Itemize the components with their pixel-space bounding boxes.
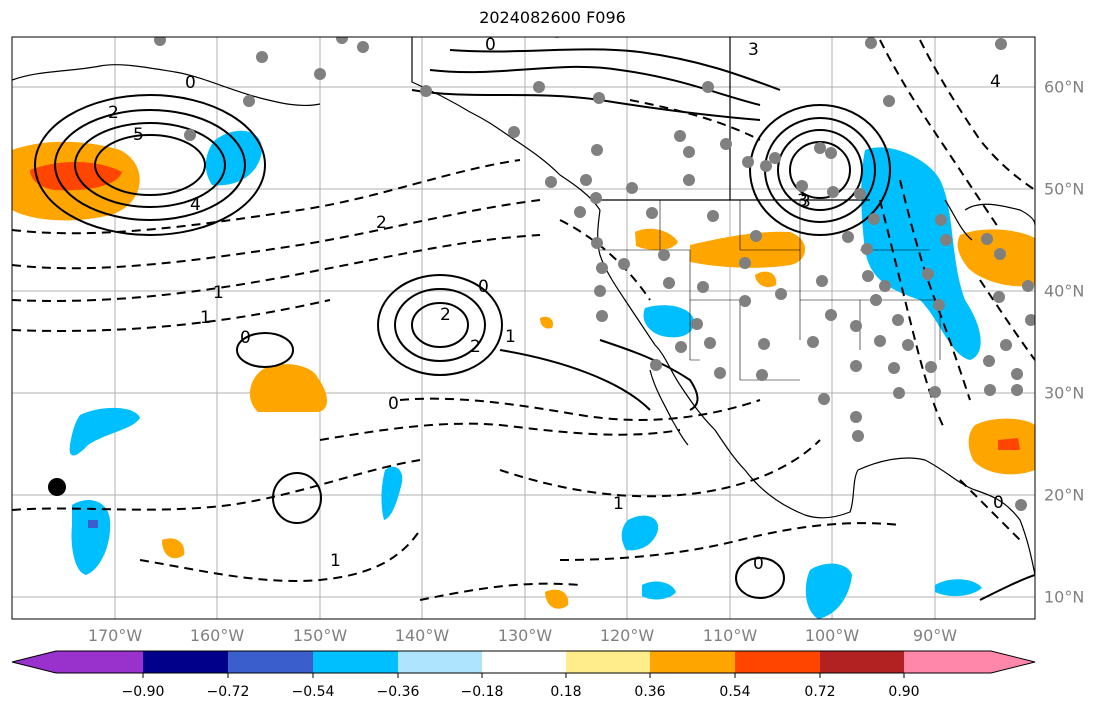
map-frame: [11, 36, 1036, 620]
contour-label: 0: [753, 554, 764, 574]
contour-label: 0: [993, 493, 1004, 513]
y-tick-label: 60°N: [1044, 77, 1085, 97]
y-tick-label: 20°N: [1044, 485, 1085, 505]
shade-hawaii-blue-2: [71, 500, 111, 575]
coastlines: [12, 37, 1035, 576]
grid-lines: [12, 37, 1035, 619]
contour-label: 4: [190, 195, 201, 215]
colorbar-label: 0.90: [888, 684, 920, 700]
y-tick-label: 10°N: [1044, 587, 1085, 607]
state-borders: [600, 200, 941, 381]
colorbar-label: −0.36: [376, 684, 420, 700]
contour-label: 4: [990, 72, 1001, 92]
shade-mexico-blue-3: [642, 581, 676, 600]
colorbar-label: 0.18: [550, 684, 582, 700]
x-tick-label: 170°W: [87, 626, 143, 645]
contour-label: 0: [240, 328, 251, 348]
contour-label: 1: [330, 551, 341, 571]
contour-label: 2: [376, 213, 387, 233]
contour-label: 1: [200, 308, 211, 328]
x-tick-label: 130°W: [497, 626, 553, 645]
shade-rockies-orange-3: [755, 271, 777, 288]
contour-label: 0: [388, 394, 399, 414]
contour-label: 1: [505, 327, 516, 347]
map-area: [12, 37, 1035, 619]
y-tick-label: 50°N: [1044, 179, 1085, 199]
colorbar-extend-high: [991, 651, 1035, 673]
y-tick-label: 40°N: [1044, 281, 1085, 301]
shade-hawaii-blue-1: [69, 407, 140, 456]
x-tick-label: 150°W: [292, 626, 348, 645]
contour-label: 0: [185, 73, 196, 93]
contour-label: 3: [748, 40, 759, 60]
x-tick-label: 120°W: [599, 626, 655, 645]
shade-pacific-orange-small: [162, 538, 185, 559]
positive-contours: [34, 48, 1035, 601]
colorbar-label: 0.54: [719, 684, 751, 700]
map-title: 2024082600 F096: [479, 8, 626, 27]
contour-label: 1: [213, 283, 224, 303]
contour-label: 0: [485, 35, 496, 55]
shade-central-blue: [381, 466, 403, 520]
negative-contours: [12, 39, 1035, 601]
contour-label: 3: [800, 192, 811, 212]
shade-mexico-blue-2: [805, 563, 852, 619]
x-tick-label: 110°W: [702, 626, 758, 645]
shade-mexico-blue-1: [621, 515, 659, 551]
x-tick-label: 100°W: [804, 626, 860, 645]
shaded-anomalies: [12, 130, 1035, 619]
contour-label: 2: [470, 337, 481, 357]
highlight-station-marker: [48, 478, 66, 496]
x-tick-label: 160°W: [189, 626, 245, 645]
contour-labels: 0 1 2 3 4 5 0 2 3 0 1 2 0 1 0 0 1 0 1 2 …: [108, 35, 1004, 574]
contour-label: 3: [797, 191, 808, 211]
shade-mexico-orange: [545, 589, 569, 609]
shade-bering-red: [30, 161, 122, 191]
contour-label: 1: [613, 494, 624, 514]
colorbar-label: −0.18: [460, 684, 504, 700]
shade-baja-orange: [540, 316, 554, 329]
colorbar: [11, 650, 1036, 678]
contour-label: 2: [440, 305, 451, 325]
colorbar-label: 0.72: [804, 684, 836, 700]
colorbar-extend-low: [12, 651, 56, 673]
colorbar-label: 0.36: [634, 684, 666, 700]
x-tick-label: 140°W: [394, 626, 450, 645]
shade-hawaii-indigo: [88, 520, 98, 528]
shade-pacific-orange: [249, 364, 327, 412]
shade-rockies-orange-1: [635, 228, 678, 251]
x-tick-label: 90°W: [912, 626, 958, 645]
shade-socal-blue: [643, 305, 695, 338]
shade-carib-blue: [935, 579, 982, 597]
station-markers: [154, 37, 1035, 511]
shade-gulf-red: [998, 438, 1020, 450]
contour-label: 2: [108, 103, 119, 123]
y-tick-label: 30°N: [1044, 383, 1085, 403]
contour-label: 0: [478, 277, 489, 297]
colorbar-label: −0.54: [291, 684, 335, 700]
contour-label: 5: [133, 125, 144, 145]
colorbar-label: −0.90: [121, 684, 165, 700]
colorbar-label: −0.72: [206, 684, 250, 700]
shade-plains-blue: [861, 147, 981, 360]
shade-gulf-alaska-blue: [205, 130, 262, 186]
